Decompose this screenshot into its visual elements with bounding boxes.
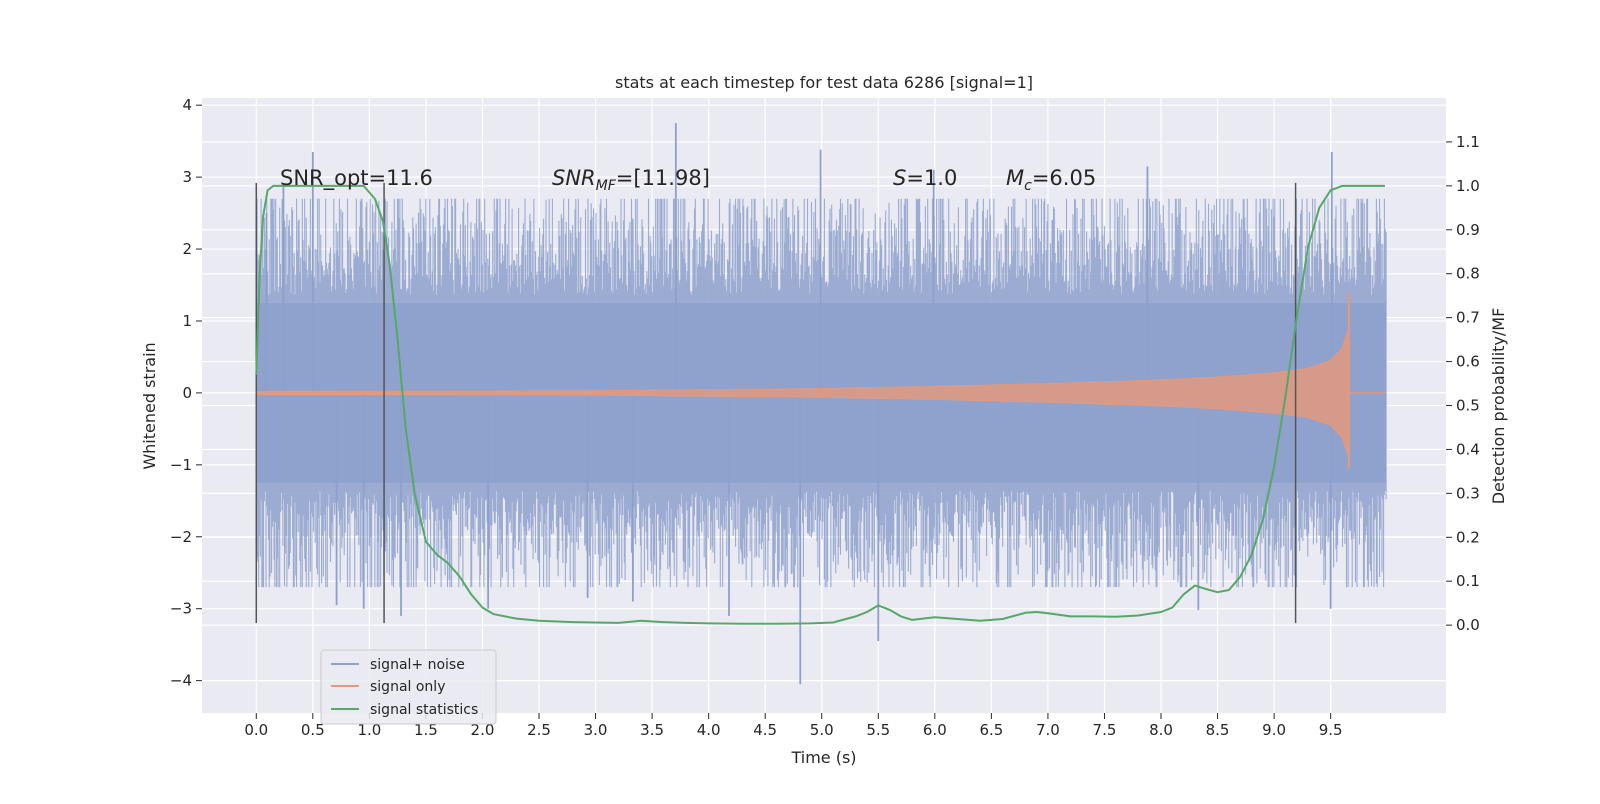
y-right-tick-label: 0.8: [1456, 265, 1480, 283]
annotation-s: S=1.0: [893, 166, 957, 190]
y-tick-label: −3: [170, 600, 192, 618]
x-tick-label: 5.5: [866, 721, 890, 739]
y-tick-label: 1: [182, 312, 192, 330]
annotation-mc-subscript: c: [1024, 178, 1032, 194]
y-right-tick-label: 0.7: [1456, 309, 1480, 327]
y-axis-right-label: Detection probability/MF: [1489, 308, 1508, 505]
vertical-markers: [255, 182, 1297, 624]
y-tick-label: −1: [170, 456, 192, 474]
annotation-snr-mf-subscript: MF: [596, 178, 617, 194]
y-tick-label: 4: [182, 96, 192, 114]
series-signal-statistics: [255, 184, 1385, 625]
x-tick-label: 7.5: [1093, 721, 1117, 739]
annotation-snr-mf-symbol: SNR: [552, 166, 596, 190]
legend-label-signal-only: signal only: [370, 679, 445, 695]
annotation-mc: Mc=6.05: [1006, 166, 1096, 194]
y-right-tick-label: 0.2: [1456, 528, 1480, 546]
x-tick-label: 3.0: [584, 721, 608, 739]
annotation-s-value: =1.0: [906, 166, 957, 190]
legend-label-signal-plus-noise: signal+ noise: [370, 657, 465, 673]
y-tick-label: 2: [182, 240, 192, 258]
y-right-tick-label: 0.1: [1456, 572, 1480, 590]
x-tick-label: 5.0: [810, 721, 834, 739]
annotations: SNR_opt=11.6 SNRMF=[11.98] S=1.0 Mc=6.05: [280, 166, 1096, 194]
x-axis-ticks: 0.0 0.5 1.0 1.5 2.0 2.5 3.0 3.5 4.0 4.5 5.0 5.5 6.0 6…: [244, 713, 1343, 739]
series-signal-only: [255, 292, 1387, 469]
chart-title: stats at each timestep for test data 628…: [615, 73, 1033, 92]
y-tick-label: 3: [182, 168, 192, 186]
y-right-tick-label: 0.9: [1456, 221, 1480, 239]
x-tick-label: 9.5: [1319, 721, 1343, 739]
x-tick-label: 8.0: [1149, 721, 1173, 739]
y-tick-label: −4: [170, 672, 192, 690]
x-tick-label: 4.0: [697, 721, 721, 739]
annotation-mc-symbol: M: [1006, 166, 1024, 190]
x-tick-label: 2.5: [527, 721, 551, 739]
x-tick-label: 7.0: [1036, 721, 1060, 739]
x-tick-label: 8.5: [1206, 721, 1230, 739]
y-right-tick-label: 0.5: [1456, 397, 1480, 415]
y-axis-right-ticks: 1.1 1.0 0.9 0.8 0.7 0.6 0.5 0.4 0.3 0.2 0.1 0.0: [1446, 133, 1480, 634]
annotation-snr-mf: SNRMF=[11.98]: [552, 166, 710, 194]
legend-box: [320, 649, 497, 725]
annotation-snr-opt: SNR_opt=11.6: [280, 166, 433, 191]
x-tick-label: 4.5: [753, 721, 777, 739]
x-tick-label: 9.0: [1262, 721, 1286, 739]
y-right-tick-label: 0.3: [1456, 484, 1480, 502]
y-tick-label: 0: [182, 384, 192, 402]
x-tick-label: 3.5: [640, 721, 664, 739]
x-tick-label: 6.0: [923, 721, 947, 739]
legend: signal+ noise signal only signal statist…: [320, 649, 497, 725]
x-tick-label: 0.0: [244, 721, 268, 739]
x-tick-label: 1.5: [414, 721, 438, 739]
y-tick-label: −2: [170, 528, 192, 546]
x-tick-label: 0.5: [301, 721, 325, 739]
x-tick-label: 2.0: [471, 721, 495, 739]
y-axis-left-label: Whitened strain: [140, 342, 159, 469]
signal-envelope: [255, 331, 1349, 455]
y-right-tick-label: 1.0: [1456, 177, 1480, 195]
y-right-tick-label: 0.4: [1456, 440, 1480, 458]
y-right-tick-label: 0.0: [1456, 616, 1480, 634]
x-axis-label: Time (s): [790, 748, 856, 767]
x-tick-label: 1.0: [357, 721, 381, 739]
annotation-mc-value: =6.05: [1032, 166, 1096, 190]
x-tick-label: 6.5: [979, 721, 1003, 739]
legend-label-signal-statistics: signal statistics: [370, 702, 478, 718]
annotation-snr-mf-value: =[11.98]: [616, 166, 710, 190]
y-right-tick-label: 0.6: [1456, 353, 1480, 371]
statistics-line: [255, 184, 1385, 625]
annotation-s-symbol: S: [893, 166, 906, 190]
y-axis-left-ticks: 4 3 2 1 0 −1 −2 −3 −4: [170, 96, 202, 690]
y-right-tick-label: 1.1: [1456, 133, 1480, 151]
